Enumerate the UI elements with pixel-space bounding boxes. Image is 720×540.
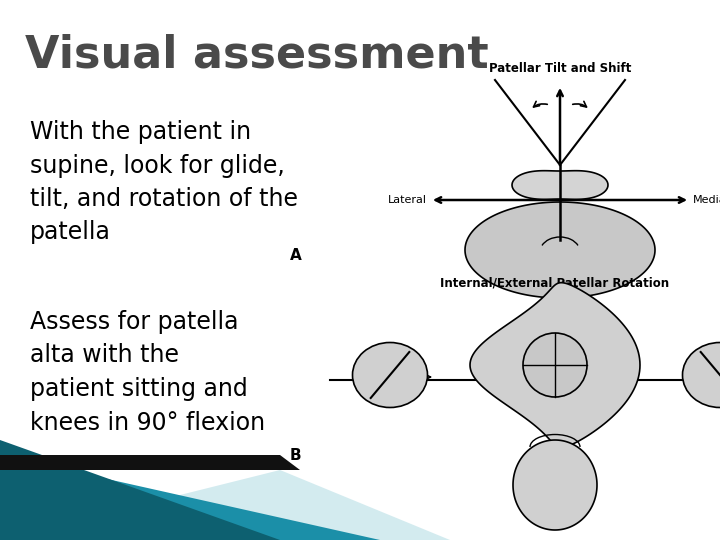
Polygon shape	[0, 470, 450, 540]
Polygon shape	[0, 440, 280, 540]
Polygon shape	[512, 171, 608, 199]
Text: B: B	[290, 448, 302, 462]
Text: A: A	[290, 247, 302, 262]
Polygon shape	[465, 202, 655, 298]
Polygon shape	[513, 440, 597, 530]
Text: Visual assessment: Visual assessment	[25, 33, 489, 77]
Polygon shape	[470, 282, 640, 447]
Ellipse shape	[683, 342, 720, 408]
Ellipse shape	[353, 342, 428, 408]
Text: Lateral: Lateral	[388, 195, 427, 205]
Polygon shape	[0, 455, 300, 470]
Text: Internal/External Patellar Rotation: Internal/External Patellar Rotation	[441, 276, 670, 289]
Text: With the patient in
supine, look for glide,
tilt, and rotation of the
patella: With the patient in supine, look for gli…	[30, 120, 298, 245]
Polygon shape	[0, 455, 380, 540]
Circle shape	[523, 333, 587, 397]
Text: Medial: Medial	[693, 195, 720, 205]
Text: Assess for patella
alta with the
patient sitting and
knees in 90° flexion: Assess for patella alta with the patient…	[30, 310, 265, 435]
Text: Patellar Tilt and Shift: Patellar Tilt and Shift	[489, 62, 631, 75]
